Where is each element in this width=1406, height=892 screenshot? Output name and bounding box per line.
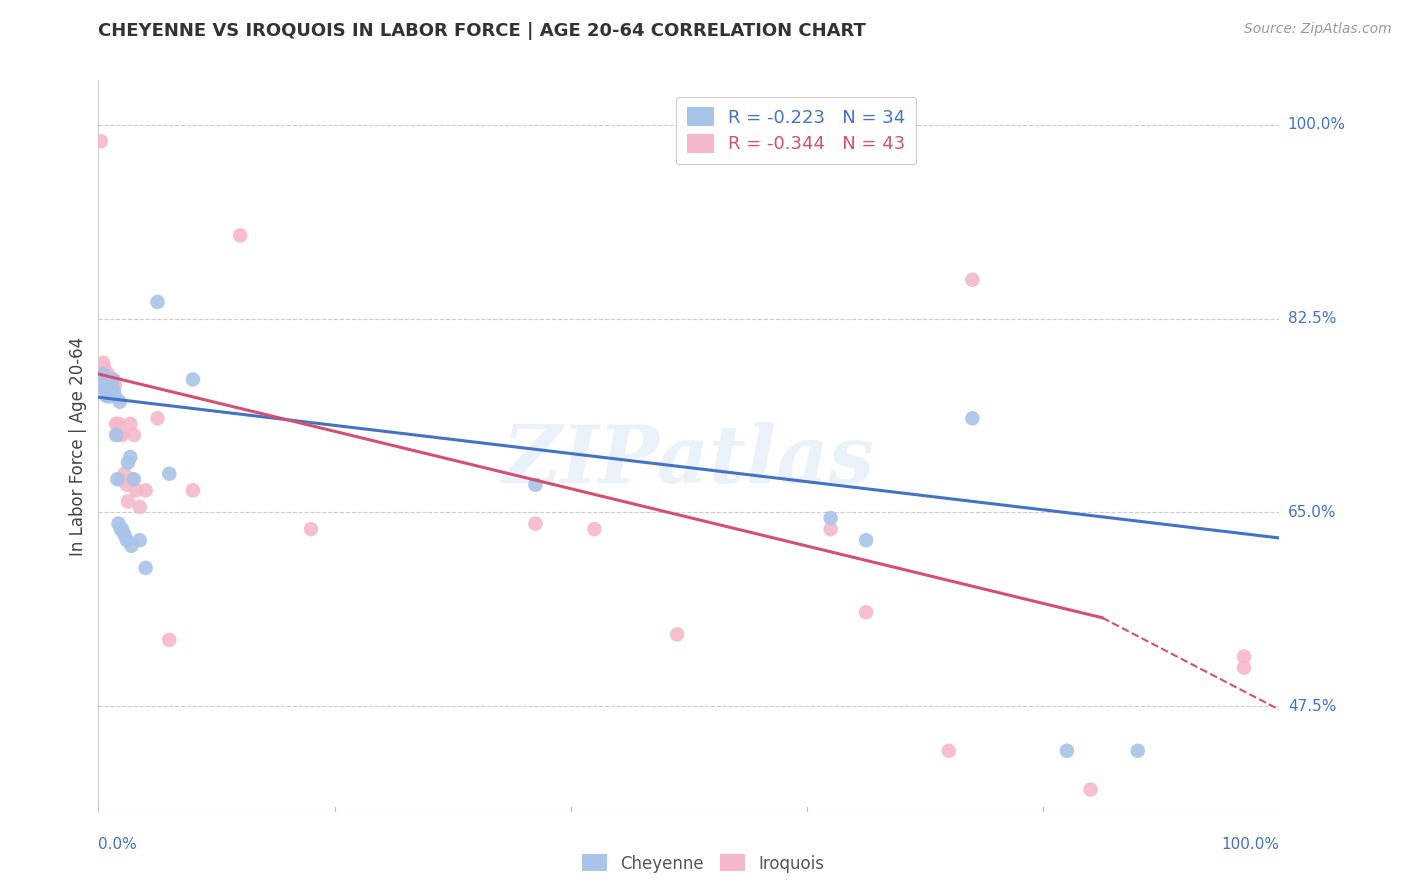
Point <box>120 417 142 431</box>
Point <box>855 533 877 548</box>
Point <box>91 378 114 392</box>
Text: 47.5%: 47.5% <box>1288 699 1336 714</box>
Point <box>524 516 547 531</box>
Point <box>229 228 252 243</box>
Text: 0.0%: 0.0% <box>98 837 138 852</box>
Point <box>98 389 121 403</box>
Point <box>108 394 131 409</box>
Point <box>115 533 138 548</box>
Point <box>107 417 129 431</box>
Point <box>855 605 877 619</box>
Point <box>962 411 984 425</box>
Point <box>94 367 117 381</box>
Text: ZIPatlas: ZIPatlas <box>503 422 875 500</box>
Point <box>524 477 547 491</box>
Point <box>115 477 138 491</box>
Text: 82.5%: 82.5% <box>1288 311 1336 326</box>
Point <box>91 367 114 381</box>
Legend: Cheyenne, Iroquois: Cheyenne, Iroquois <box>575 847 831 880</box>
Text: 100.0%: 100.0% <box>1222 837 1279 852</box>
Point <box>108 428 131 442</box>
Point <box>103 372 125 386</box>
Point <box>105 428 128 442</box>
Point <box>104 389 127 403</box>
Point <box>938 744 960 758</box>
Point <box>962 273 984 287</box>
Point <box>1126 744 1149 758</box>
Point <box>100 384 122 398</box>
Point <box>105 472 128 486</box>
Legend: R = -0.223   N = 34, R = -0.344   N = 43: R = -0.223 N = 34, R = -0.344 N = 43 <box>676 96 917 164</box>
Point <box>93 361 115 376</box>
Point <box>146 294 169 309</box>
Point <box>1233 660 1256 674</box>
Point <box>112 467 135 481</box>
Point <box>91 367 114 381</box>
Point <box>125 483 148 498</box>
Point <box>97 372 120 386</box>
Point <box>98 389 121 403</box>
Point <box>583 522 606 536</box>
Text: 100.0%: 100.0% <box>1288 117 1346 132</box>
Point <box>157 467 180 481</box>
Point <box>1056 744 1078 758</box>
Point <box>107 516 129 531</box>
Point <box>90 134 112 148</box>
Point <box>97 367 120 381</box>
Point <box>121 539 143 553</box>
Point <box>666 627 689 641</box>
Point <box>91 356 114 370</box>
Point <box>146 411 169 425</box>
Point <box>117 494 139 508</box>
Point <box>1080 782 1102 797</box>
Point <box>122 472 145 486</box>
Point <box>111 522 134 536</box>
Point <box>128 533 150 548</box>
Point <box>100 372 122 386</box>
Point <box>299 522 322 536</box>
Point <box>101 372 124 386</box>
Point <box>111 428 134 442</box>
Point <box>120 450 142 464</box>
Point <box>110 472 132 486</box>
Point <box>117 456 139 470</box>
Y-axis label: In Labor Force | Age 20-64: In Labor Force | Age 20-64 <box>69 336 87 556</box>
Point <box>157 632 180 647</box>
Point <box>94 384 117 398</box>
Point <box>820 522 842 536</box>
Point <box>103 384 125 398</box>
Point <box>96 389 118 403</box>
Point <box>105 428 128 442</box>
Point <box>104 378 127 392</box>
Point <box>96 372 118 386</box>
Point <box>121 472 143 486</box>
Point <box>112 527 135 541</box>
Point <box>181 372 204 386</box>
Point <box>105 417 128 431</box>
Point <box>135 561 157 575</box>
Point <box>101 378 124 392</box>
Point <box>98 378 121 392</box>
Point <box>1233 649 1256 664</box>
Point <box>181 483 204 498</box>
Point <box>820 511 842 525</box>
Point <box>98 378 121 392</box>
Text: 65.0%: 65.0% <box>1288 505 1336 520</box>
Point <box>110 522 132 536</box>
Text: CHEYENNE VS IROQUOIS IN LABOR FORCE | AGE 20-64 CORRELATION CHART: CHEYENNE VS IROQUOIS IN LABOR FORCE | AG… <box>98 22 866 40</box>
Point <box>128 500 150 514</box>
Text: Source: ZipAtlas.com: Source: ZipAtlas.com <box>1244 22 1392 37</box>
Point <box>135 483 157 498</box>
Point <box>122 428 145 442</box>
